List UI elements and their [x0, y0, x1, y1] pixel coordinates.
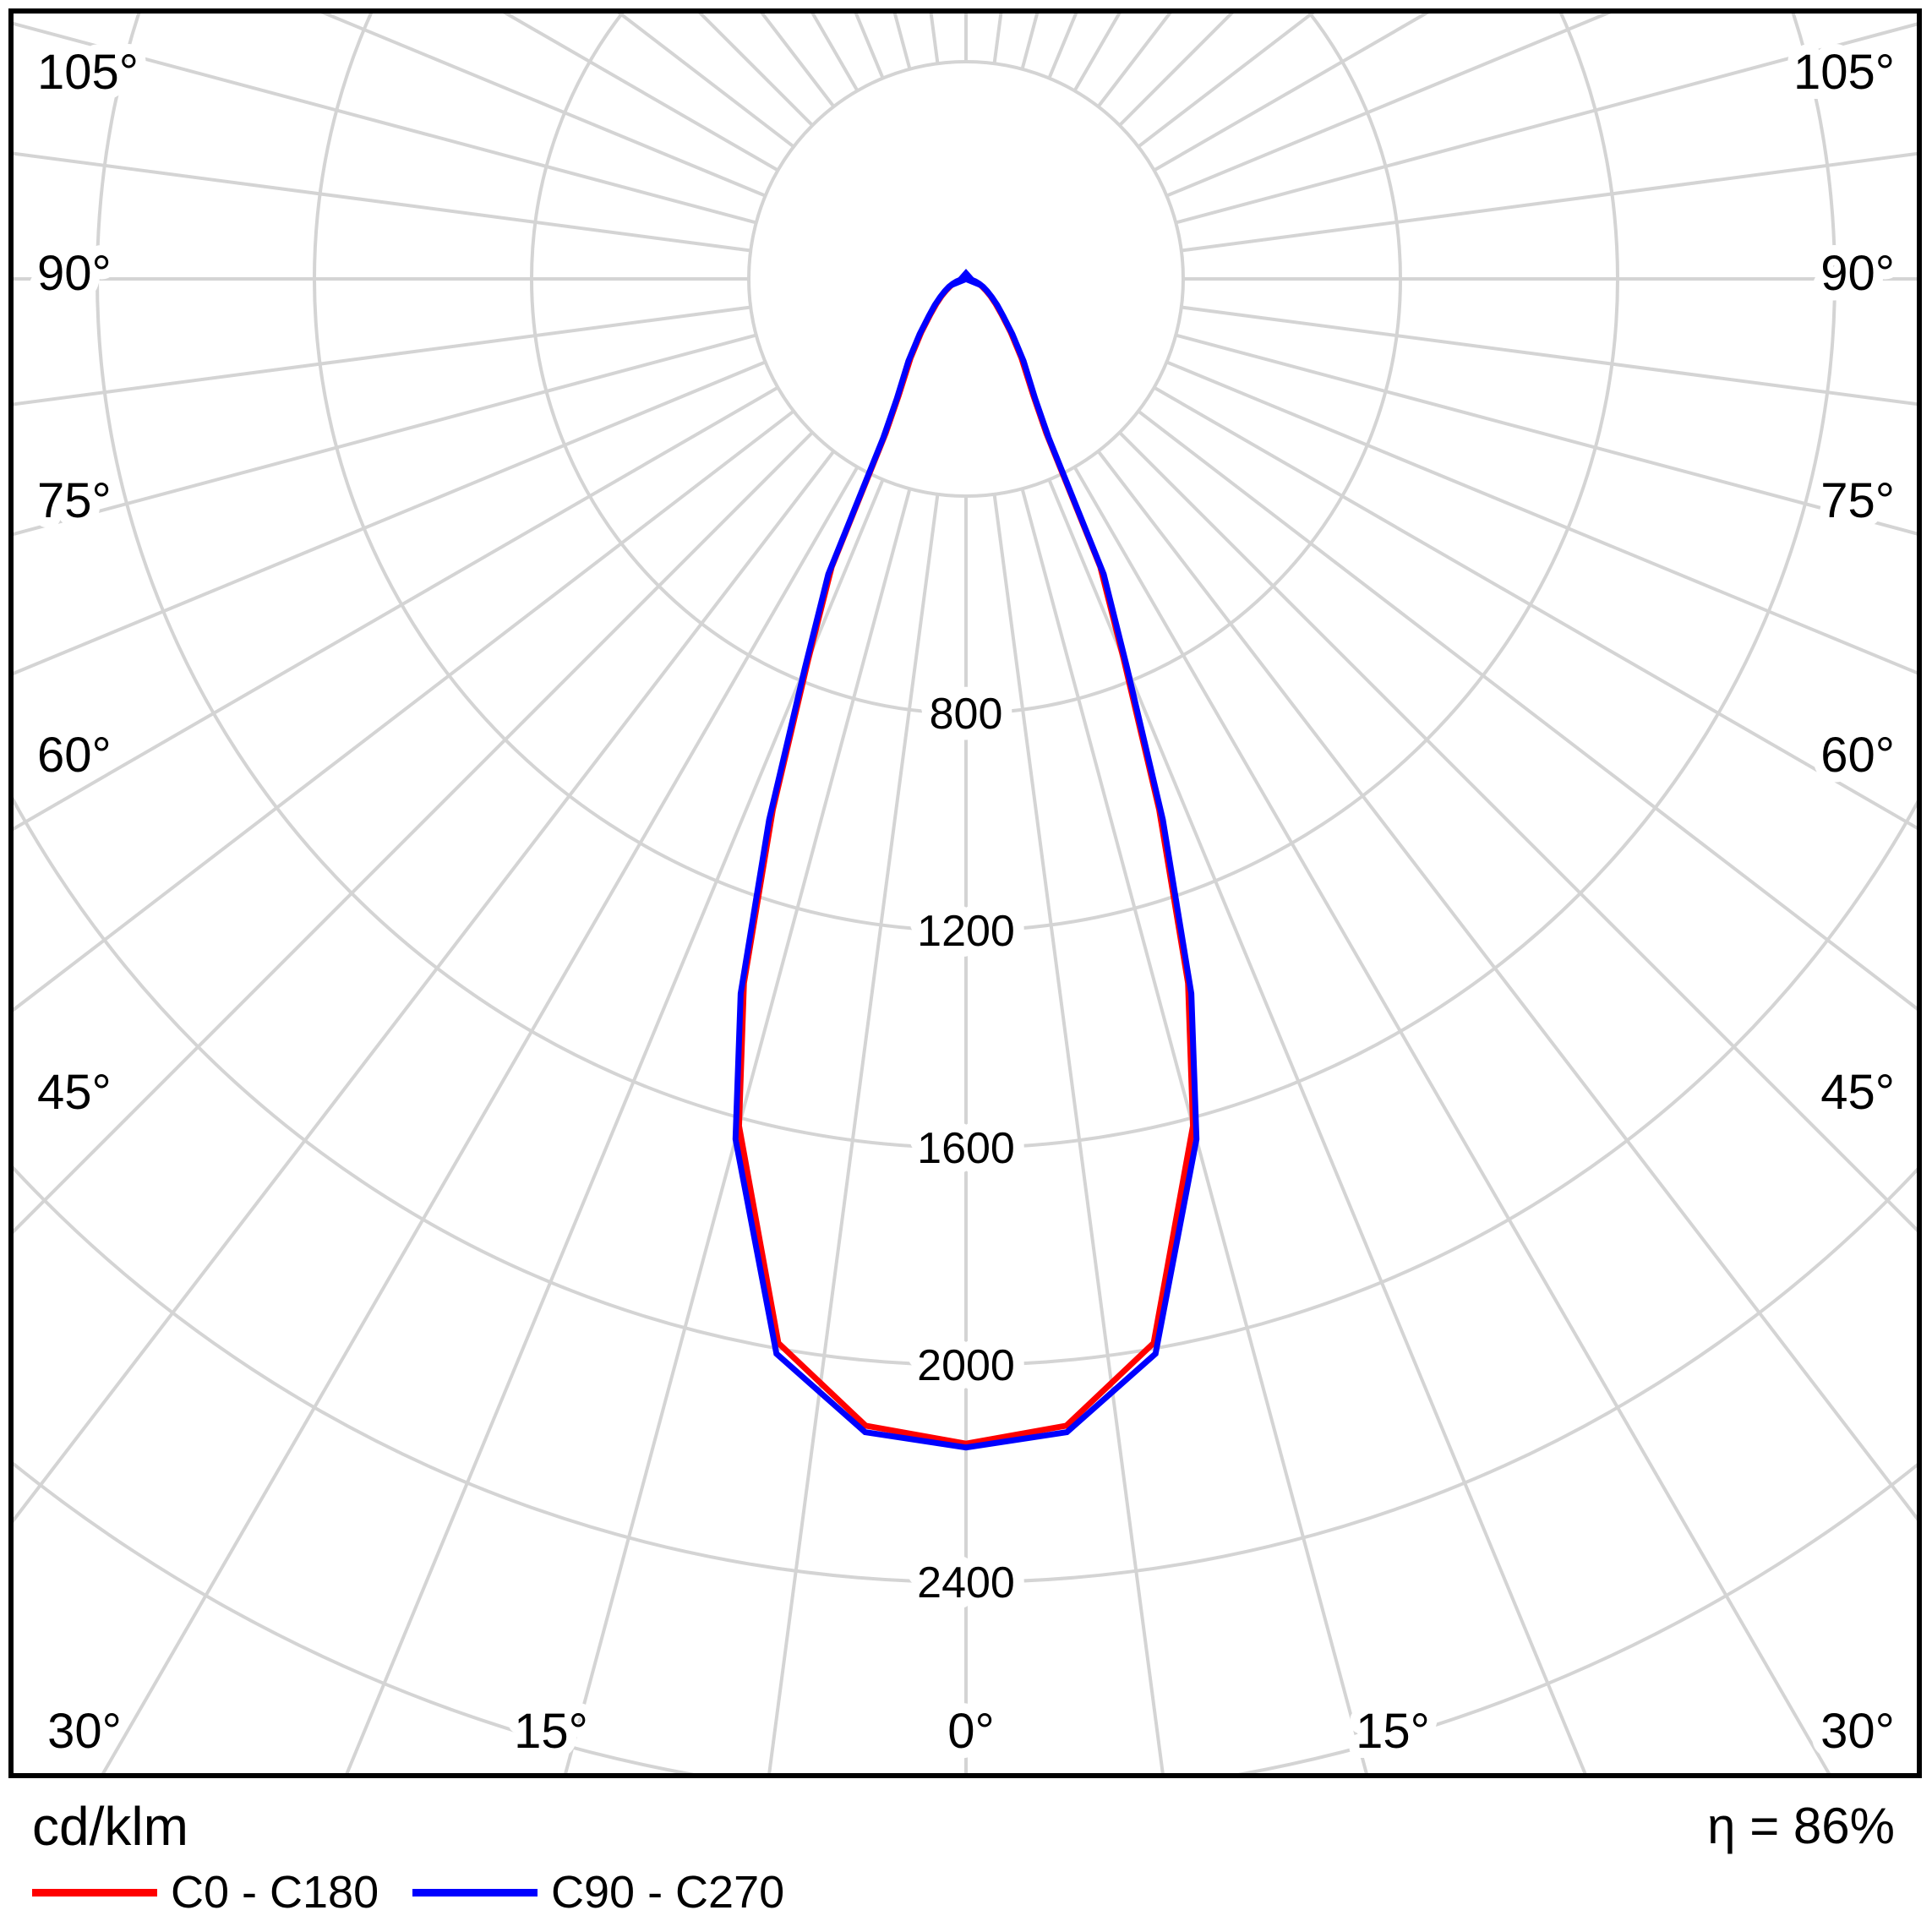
angle-label-left-75: 75°: [37, 473, 112, 528]
plot-border: [8, 8, 1922, 1778]
legend-item-c0: C0 - C180: [32, 1867, 379, 1918]
grid-spoke-322.5: [11, 450, 836, 1526]
legend-label-c0: C0 - C180: [171, 1867, 379, 1918]
angle-label-right-105: 105°: [1793, 45, 1895, 100]
grid-spoke-82.5: [1181, 305, 1919, 407]
legend-item-c90: C90 - C270: [412, 1867, 785, 1918]
grid-spoke-307.5: [11, 409, 795, 1014]
angle-label-right-45: 45°: [1820, 1065, 1895, 1120]
angle-label-right-60: 60°: [1820, 728, 1895, 783]
grid-spoke-330: [100, 466, 860, 1776]
grid-spoke-105: [1175, 21, 1919, 225]
intensity-curve-c90-c270: [732, 276, 1200, 1451]
grid-spoke-285: [11, 333, 757, 537]
grid-spoke-315: [11, 431, 814, 1236]
grid-spoke-345: [563, 488, 912, 1776]
radial-tick-label-2400: 2400: [917, 1558, 1015, 1607]
radial-tick-label-1600: 1600: [917, 1124, 1015, 1173]
grid-spoke-60: [1153, 385, 1919, 832]
angle-label-bottom-1: 15°: [514, 1704, 588, 1759]
grid-spoke-120: [1153, 11, 1434, 172]
grid-spoke-30: [1072, 466, 1832, 1776]
grid-spoke-15: [1020, 488, 1369, 1776]
radial-tick-label-1200: 1200: [917, 907, 1015, 956]
angle-label-left-60: 60°: [37, 728, 112, 783]
legend-label-c90: C90 - C270: [551, 1867, 785, 1918]
grid-spoke-22.5: [1047, 478, 1588, 1776]
angle-label-right-90: 90°: [1820, 246, 1895, 301]
grid-spoke-67.5: [1165, 360, 1919, 676]
angle-label-left-45: 45°: [37, 1065, 112, 1120]
angle-label-left-90: 90°: [37, 246, 112, 301]
grid-spoke-300: [11, 385, 779, 832]
grid-spoke-75: [1175, 333, 1919, 537]
angle-label-left-105: 105°: [37, 45, 139, 100]
legend-swatch-c90-line: [412, 1888, 538, 1897]
efficiency-label: η = 86%: [1707, 1798, 1895, 1854]
angle-label-bottom-3: 15°: [1356, 1704, 1430, 1759]
pole-arrow-icon: [947, 269, 985, 290]
grid-spoke-247.5: [314, 11, 767, 198]
grid-spoke-52.5: [1137, 409, 1919, 1013]
grid-spoke-37.5: [1096, 450, 1919, 1525]
grid-spoke-240: [498, 11, 779, 172]
grid-spoke-112.5: [1165, 11, 1618, 198]
grid-spoke-255: [11, 21, 757, 225]
grid-spoke-337.5: [344, 478, 885, 1776]
legend-swatch-c0-line: [32, 1888, 157, 1897]
radial-tick-label-2000: 2000: [917, 1341, 1015, 1390]
angle-label-bottom-0: 30°: [47, 1704, 122, 1759]
angle-label-bottom-4: 30°: [1820, 1704, 1895, 1759]
grid-spoke-277.5: [11, 305, 751, 407]
grid-spoke-262.5: [11, 151, 751, 253]
grid-spoke-45: [1118, 431, 1919, 1235]
angle-label-right-75: 75°: [1820, 473, 1895, 528]
radial-tick-label-800: 800: [930, 690, 1003, 739]
grid-spoke-292.5: [11, 360, 767, 677]
angle-label-bottom-2: 0°: [947, 1704, 994, 1759]
grid-spoke-97.5: [1181, 151, 1919, 253]
unit-label: cd/klm: [32, 1796, 188, 1857]
